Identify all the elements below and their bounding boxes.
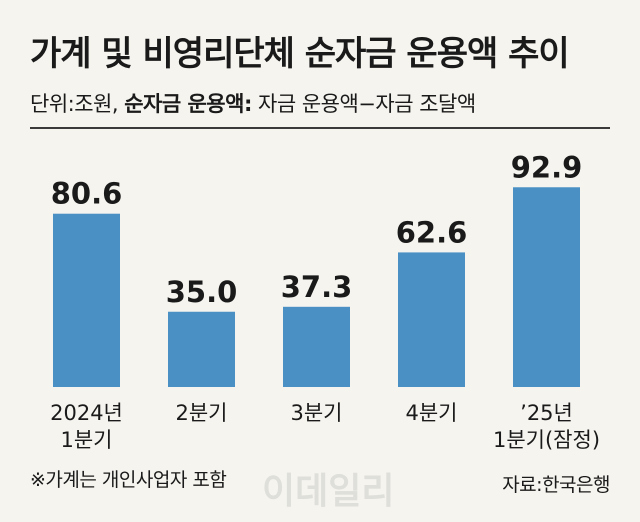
chart-title: 가계 및 비영리단체 순자금 운용액 추이 <box>30 34 570 74</box>
category-label-5-line-2: 1분기(잠정) <box>493 428 600 452</box>
value-label-2: 35.0 <box>166 275 238 309</box>
category-label-1-line-1: 2024년 <box>50 401 123 425</box>
bar-4 <box>398 252 465 387</box>
bar-2 <box>168 311 235 387</box>
value-label-5: 92.9 <box>511 150 583 184</box>
bar-3 <box>283 306 350 387</box>
value-label-3: 37.3 <box>281 270 353 304</box>
unit-definition: 자금 운용액−자금 조달액 <box>251 92 476 116</box>
unit-definition-label: 순자금 운용액: <box>124 92 252 116</box>
source-note: 자료:한국은행 <box>502 474 610 496</box>
unit-prefix: 단위:조원, <box>30 92 125 116</box>
category-label-2-line-1: 2분기 <box>175 401 227 425</box>
category-label-1-line-2: 1분기 <box>60 428 112 452</box>
category-label-3-line-1: 3분기 <box>290 401 342 425</box>
header-divider <box>30 127 610 129</box>
value-label-4: 62.6 <box>396 215 468 249</box>
unit-note: 단위:조원, 순자금 운용액: 자금 운용액−자금 조달액 <box>30 88 476 118</box>
bar-1 <box>53 213 120 387</box>
bar-5 <box>513 187 580 387</box>
footnote: ※가계는 개인사업자 포함 <box>30 469 227 491</box>
category-label-5-line-1: ’25년 <box>520 401 573 425</box>
value-label-1: 80.6 <box>51 177 123 211</box>
category-label-4-line-1: 4분기 <box>405 401 457 425</box>
